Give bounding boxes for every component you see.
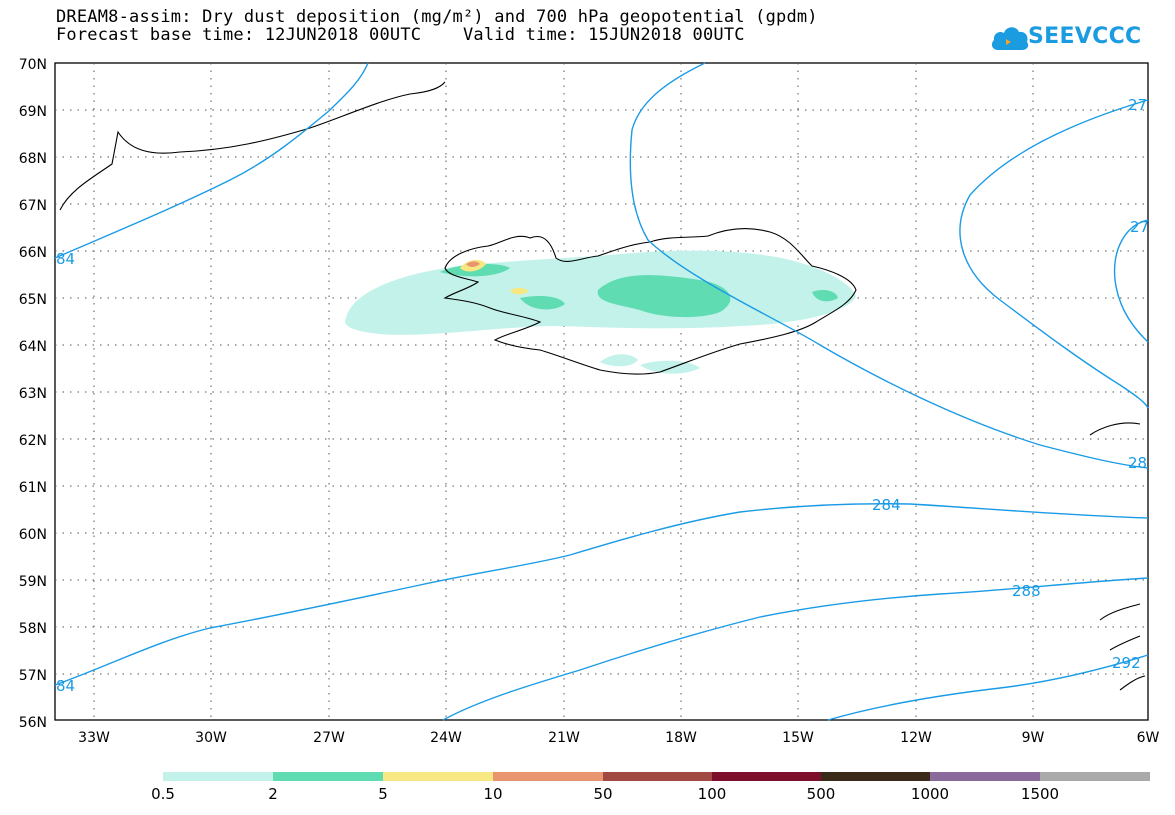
seevccc-logo: SEEVCCC [990,18,1142,60]
lat-label: 67N [19,198,47,214]
legend-swatch [1040,772,1150,781]
lon-label: 9W [1022,730,1045,746]
lat-label: 68N [19,151,47,167]
contour-label: 84 [56,250,75,268]
forecast-time: Forecast base time: 12JUN2018 00UTC Vali… [56,25,745,45]
lat-label: 56N [19,715,47,731]
logo-text: SEEVCCC [1028,24,1142,49]
lat-label: 60N [19,527,47,543]
lat-label: 59N [19,574,47,590]
map-title: DREAM8-assim: Dry dust deposition (mg/m²… [56,7,818,27]
lon-label: 12W [900,730,932,746]
lon-label: 27W [313,730,345,746]
legend-label: 0.5 [151,785,175,803]
lat-label: 58N [19,621,47,637]
lon-label: 18W [665,730,697,746]
lat-label: 63N [19,386,47,402]
lat-label: 62N [19,433,47,449]
lat-label: 66N [19,245,47,261]
graticule [55,63,1148,720]
lon-label: 33W [78,730,110,746]
latitude-labels: 70N 69N 68N 67N 66N 65N 64N 63N 62N 61N … [19,57,47,731]
legend-label: 100 [697,785,727,803]
cloud-icon [991,27,1029,50]
legend-label: 2 [268,785,278,803]
contour-label: 284 [872,496,901,514]
legend-swatch [383,772,493,781]
dust-field [345,250,856,374]
contour-label: 84 [56,677,75,695]
legend-label: 10 [483,785,503,803]
lat-label: 61N [19,480,47,496]
lat-label: 69N [19,104,47,120]
contour-label: 292 [1112,654,1141,672]
legend-label: 50 [593,785,613,803]
lon-label: 21W [548,730,580,746]
contour-label: 288 [1012,582,1041,600]
legend-label: 1000 [910,785,950,803]
geopotential-contours [54,62,1149,721]
legend-swatch [273,772,383,781]
legend-swatch [163,772,273,781]
lat-label: 57N [19,668,47,684]
contour-labels: 84 84 284 288 27 27 28 292 [56,96,1149,695]
contour-label: 27 [1130,218,1149,236]
legend-swatch [603,772,712,781]
contour-label: 28 [1128,454,1147,472]
lat-label: 65N [19,292,47,308]
legend-colorbar [163,772,1150,781]
legend-label: 500 [806,785,836,803]
lat-label: 70N [19,57,47,73]
lat-label: 64N [19,339,47,355]
legend-label: 5 [378,785,388,803]
lon-label: 6W [1137,730,1160,746]
coastlines [59,81,1146,691]
legend-label: 1500 [1020,785,1060,803]
legend-swatch [821,772,930,781]
legend-swatch [493,772,603,781]
lon-label: 30W [195,730,227,746]
legend-swatch [712,772,821,781]
contour-label: 27 [1128,96,1147,114]
lon-label: 15W [782,730,814,746]
legend-swatch [930,772,1040,781]
longitude-labels: 33W 30W 27W 24W 21W 18W 15W 12W 9W 6W [78,730,1159,746]
lon-label: 24W [430,730,462,746]
map-frame [54,62,1149,721]
